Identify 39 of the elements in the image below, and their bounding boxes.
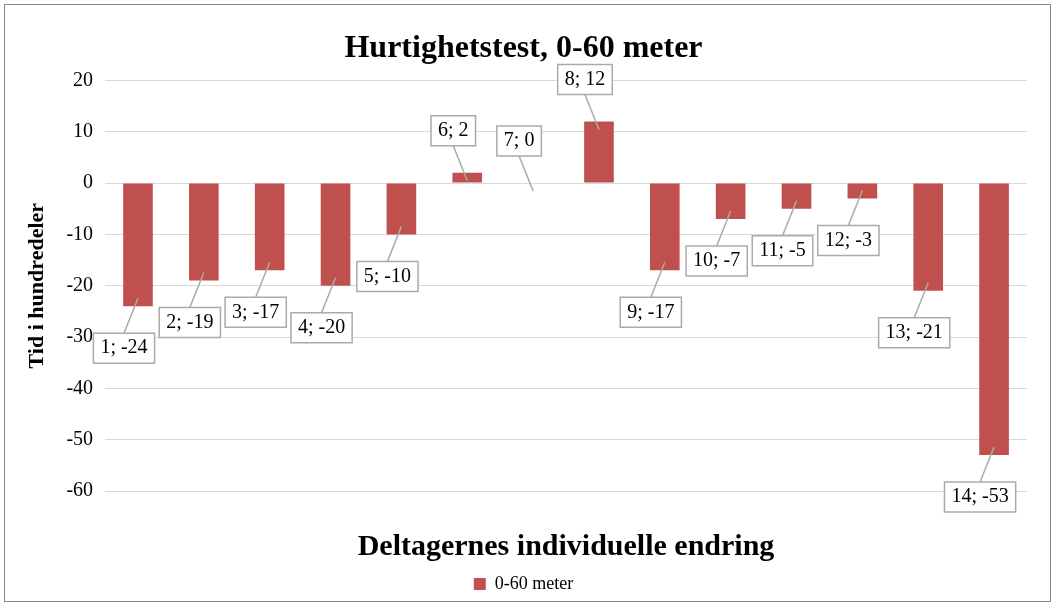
data-label: 12; -3 — [824, 227, 872, 250]
data-label: 2; -19 — [166, 309, 214, 332]
y-axis-title: Tid i hundredeler — [22, 202, 48, 369]
chart-title: Hurtighetstest, 0-60 meter — [344, 28, 703, 65]
bar — [123, 183, 153, 307]
y-tick-label: -40 — [66, 375, 94, 398]
bar — [649, 183, 680, 271]
bar — [781, 183, 812, 209]
bar — [386, 183, 417, 235]
data-label: 10; -7 — [693, 248, 741, 271]
bar — [913, 183, 944, 291]
data-label: 3; -17 — [232, 299, 280, 322]
bar — [979, 183, 1009, 456]
y-tick-label: 20 — [73, 67, 94, 90]
y-tick-label: -10 — [66, 221, 94, 244]
legend-label: 0-60 meter — [494, 572, 574, 593]
data-label: 9; -17 — [627, 299, 675, 322]
bar — [715, 183, 746, 219]
data-label: 14; -53 — [951, 484, 1009, 507]
data-label: 11; -5 — [759, 237, 806, 260]
data-label: 6; 2 — [437, 118, 469, 141]
bar — [452, 172, 483, 183]
data-label: 1; -24 — [100, 335, 148, 358]
y-tick-label: -20 — [66, 272, 94, 295]
y-tick-label: -50 — [66, 426, 94, 449]
y-tick-label: -60 — [66, 478, 94, 501]
x-axis-title: Deltagernes individuelle endring — [357, 527, 775, 561]
y-tick-label: -30 — [66, 324, 94, 347]
data-label: 13; -21 — [885, 320, 943, 343]
data-label: 5; -10 — [363, 263, 412, 286]
bar — [320, 183, 351, 286]
bar — [254, 183, 285, 271]
data-label: 7; 0 — [503, 128, 535, 151]
data-label: 4; -20 — [297, 314, 346, 337]
y-tick-label: 10 — [73, 118, 94, 141]
bar — [189, 183, 219, 281]
data-label: 8; 12 — [564, 66, 606, 89]
bar — [584, 121, 614, 183]
y-tick-label: 0 — [83, 170, 94, 193]
